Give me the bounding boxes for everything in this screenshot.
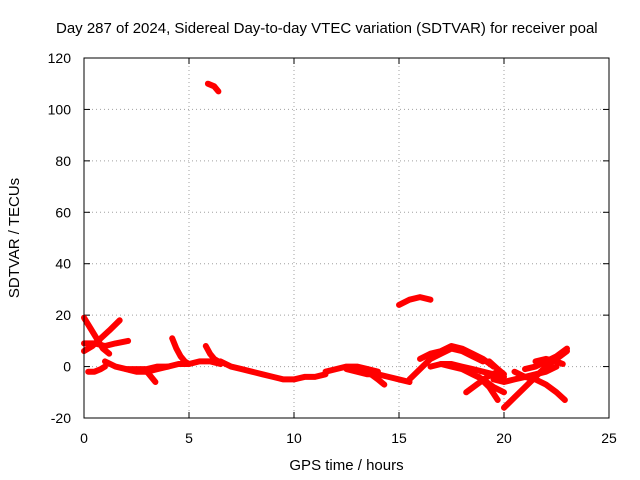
series-line-pass-11 xyxy=(217,358,329,383)
x-tick-label: 5 xyxy=(185,430,193,446)
series-line-pass-27 xyxy=(522,345,570,373)
y-tick-label: 120 xyxy=(48,50,72,66)
series-line-pass-22 xyxy=(486,358,507,378)
x-tick-label: 25 xyxy=(601,430,617,446)
y-tick-label: 20 xyxy=(55,307,71,323)
series-line-pass-9 xyxy=(202,343,222,365)
series-line-pass-4 xyxy=(85,363,108,375)
series-line-pass-3 xyxy=(81,337,132,349)
series-line-pass-8 xyxy=(169,335,192,367)
plot-series xyxy=(81,80,570,411)
series-line-pass-15 xyxy=(396,294,434,308)
series-line-pass-21 xyxy=(475,373,501,403)
y-axis-label: SDTVAR / TECUs xyxy=(6,178,23,298)
y-tick-label: 60 xyxy=(55,204,71,220)
y-tick-label: 100 xyxy=(48,101,72,117)
grid-lines xyxy=(84,58,609,418)
series-line-pass-19 xyxy=(438,361,507,396)
series-line-pass-13 xyxy=(343,366,413,385)
series-line-pass-17 xyxy=(417,343,497,370)
y-tick-label: 40 xyxy=(55,256,71,272)
x-tick-label: 0 xyxy=(80,430,88,446)
series-line-pass-14 xyxy=(364,368,388,388)
x-tick-label: 20 xyxy=(496,430,512,446)
x-tick-label: 15 xyxy=(391,430,407,446)
series-line-pass-25 xyxy=(511,368,568,403)
series-line-pass-6 xyxy=(123,358,224,373)
series-line-pass-2 xyxy=(81,317,123,355)
series-line-pass-10 xyxy=(204,80,222,95)
x-axis-label: GPS time / hours xyxy=(289,457,403,474)
y-tick-labels: -20 0 20 40 60 80 100 120 xyxy=(48,50,72,426)
x-tick-label: 10 xyxy=(286,430,302,446)
chart-title: Day 287 of 2024, Sidereal Day-to-day VTE… xyxy=(56,20,598,37)
y-tick-label: 0 xyxy=(63,359,71,375)
plot-frame xyxy=(83,57,610,419)
y-tick-label: -20 xyxy=(51,410,71,426)
series-line-pass-7 xyxy=(144,368,159,385)
y-tick-label: 80 xyxy=(55,153,71,169)
x-tick-labels: 0 5 10 15 20 25 xyxy=(80,430,617,446)
